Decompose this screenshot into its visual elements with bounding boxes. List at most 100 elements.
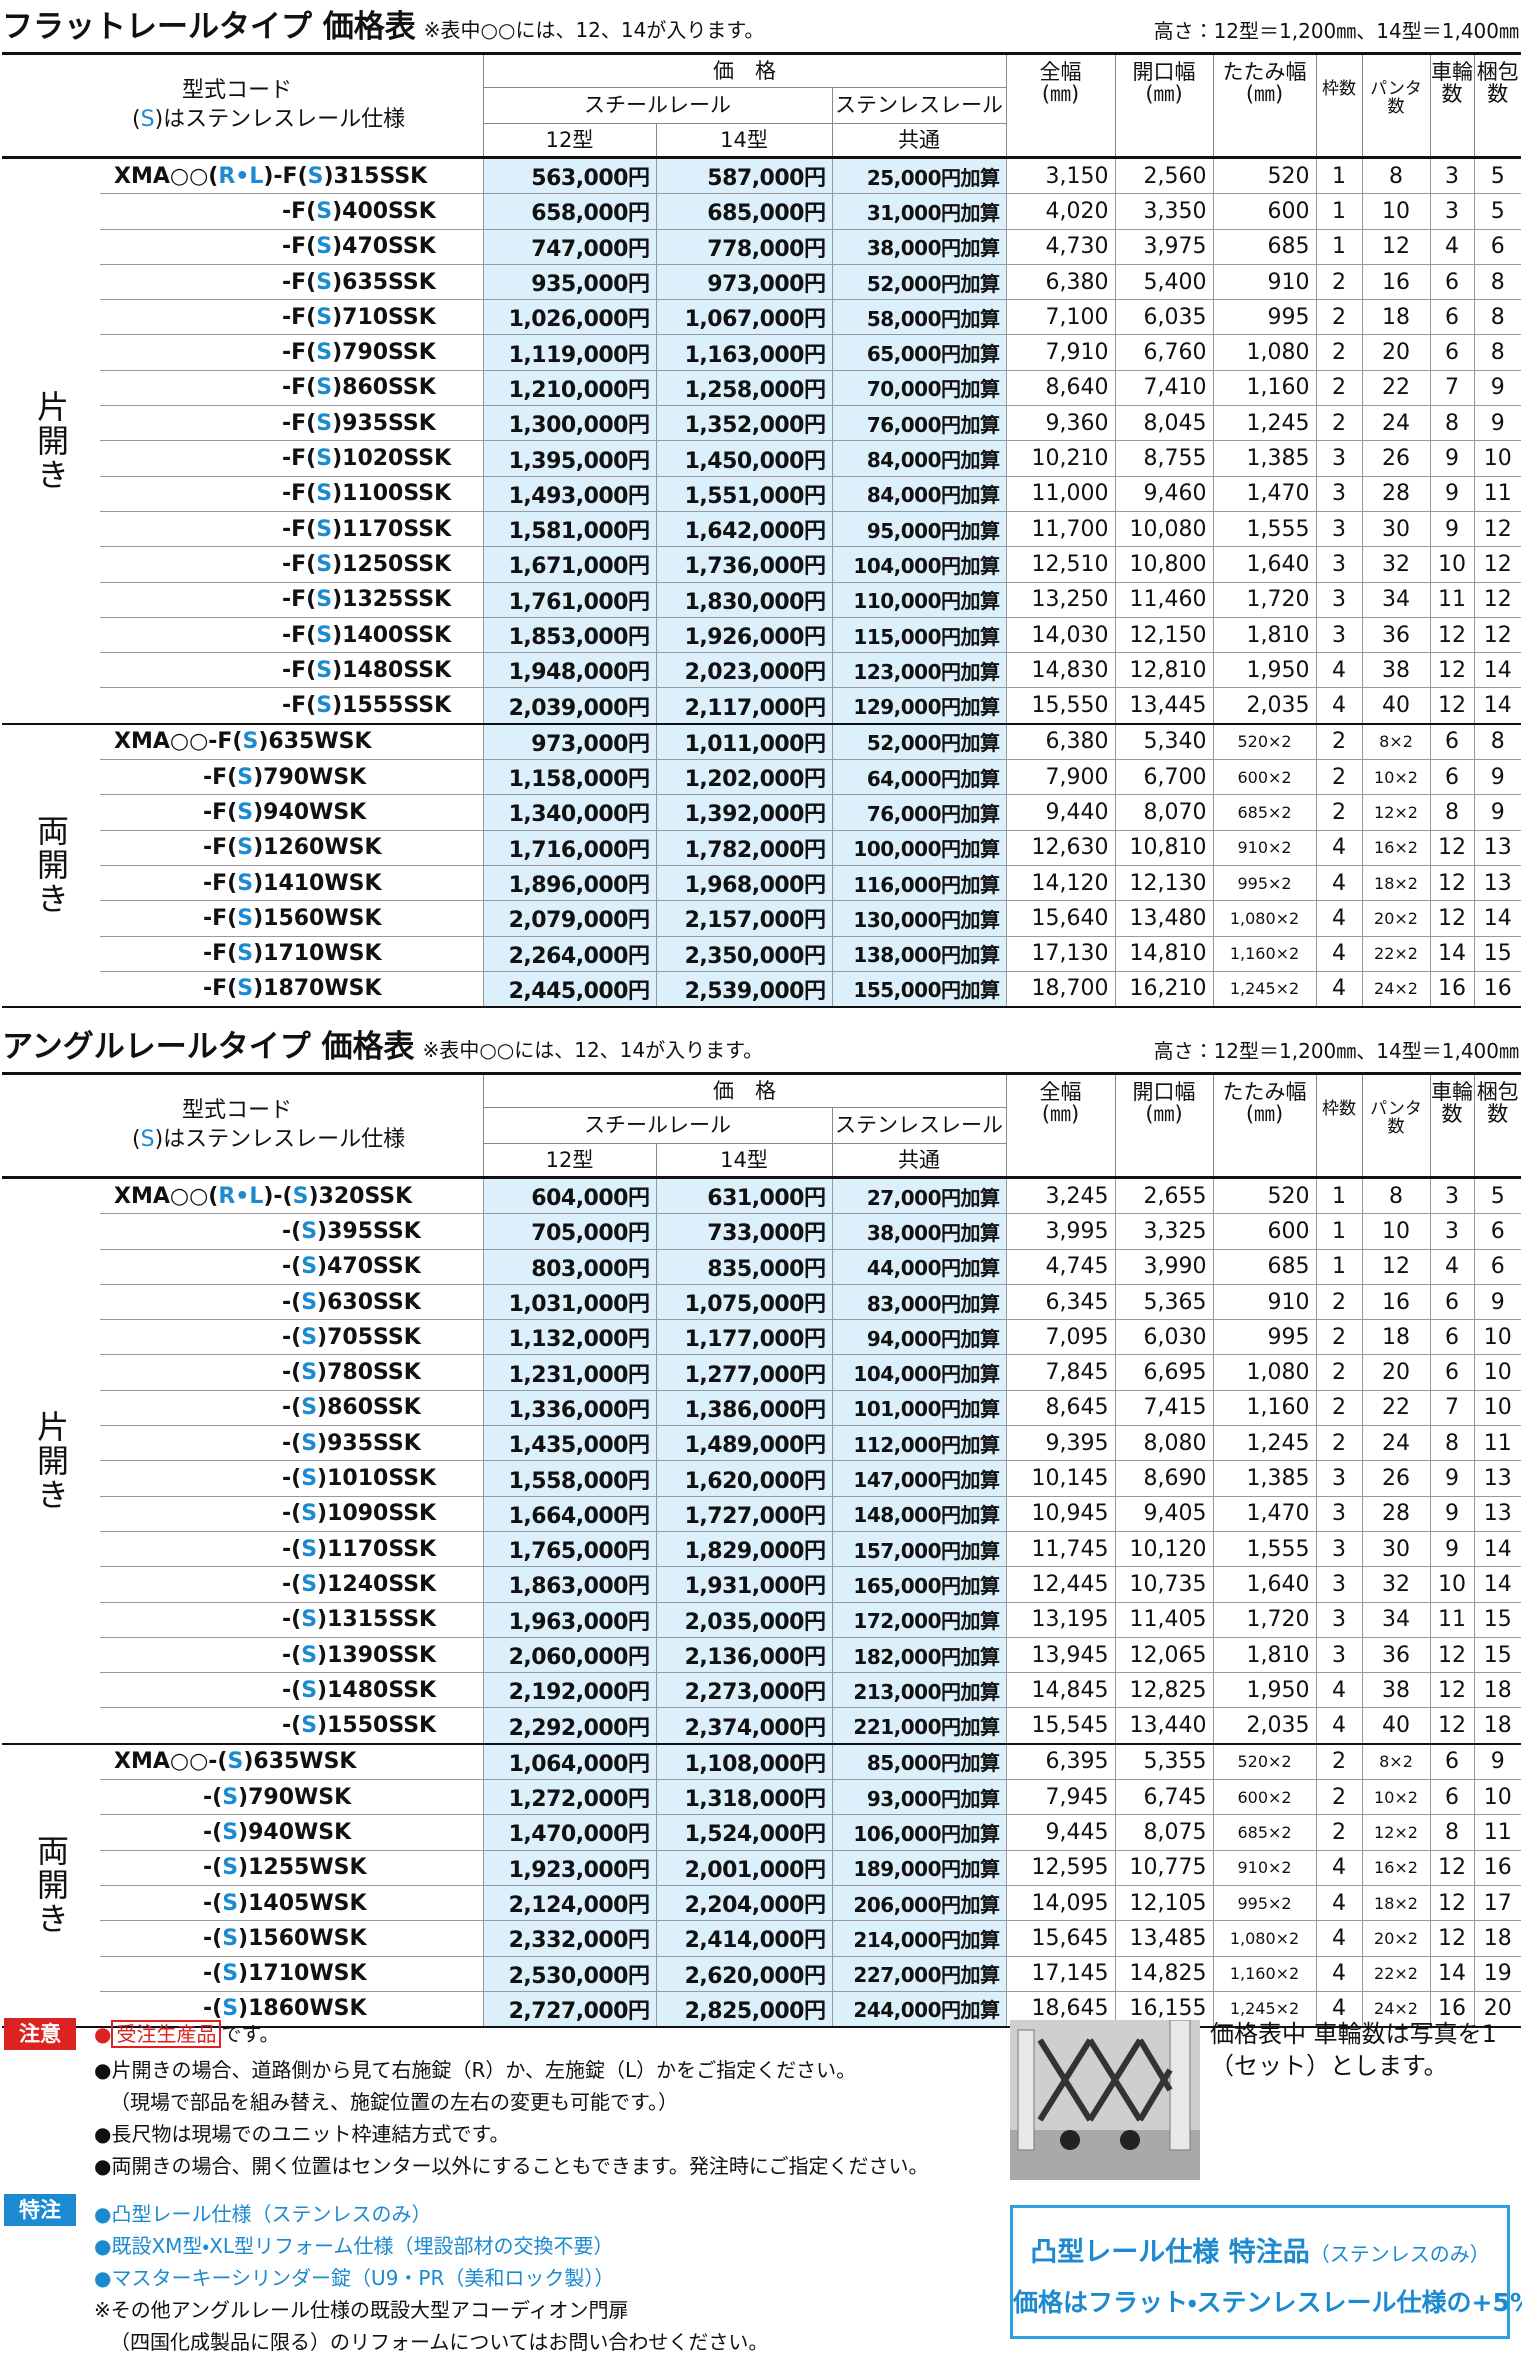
- price: 25,000円加算: [831, 157, 1007, 195]
- price: 2,825,000円: [655, 1991, 832, 2029]
- spec: 38: [1361, 652, 1431, 689]
- spec: 20×2: [1361, 1920, 1431, 1957]
- spec: 1: [1315, 193, 1363, 230]
- spec: 995: [1212, 299, 1317, 336]
- header-line: 全幅: [1039, 1080, 1082, 1104]
- bullet: ●: [94, 2022, 112, 2046]
- price: 2,035,000円: [655, 1602, 832, 1638]
- spec: 9,440: [1005, 794, 1116, 831]
- spec: 12: [1429, 1707, 1475, 1745]
- spec: 910×2: [1212, 1850, 1317, 1886]
- spec: 26: [1361, 1460, 1431, 1497]
- price: 1,450,000円: [655, 440, 832, 477]
- spec: 10: [1361, 193, 1431, 230]
- spec: 40: [1361, 687, 1431, 725]
- price: 1,067,000円: [655, 299, 832, 336]
- spec: 18,700: [1005, 971, 1116, 1009]
- spec: 8: [1361, 1177, 1431, 1215]
- row: -(S)1090SSK 1,664,000円 1,727,000円 148,000円加…: [2, 1496, 1522, 1532]
- spec: 600×2: [1212, 759, 1317, 796]
- s-mark: S: [237, 835, 254, 861]
- price: 1,210,000円: [482, 370, 656, 407]
- row: -F(S)1870WSK 2,445,000円 2,539,000円 155,000円…: [2, 971, 1522, 1009]
- spec: 2: [1315, 1743, 1363, 1781]
- group-label: 両開き: [2, 723, 100, 1009]
- spec: 1,160: [1212, 1390, 1317, 1427]
- price: 2,374,000円: [655, 1707, 832, 1745]
- spec: 12,630: [1005, 830, 1116, 866]
- price: 110,000円加算: [831, 582, 1007, 618]
- price: 1,968,000円: [655, 865, 832, 902]
- spec: 13: [1473, 865, 1522, 902]
- s-mark: S: [301, 1713, 318, 1739]
- price: 1,318,000円: [655, 1779, 832, 1816]
- spec: 8,080: [1114, 1425, 1214, 1462]
- price: 1,926,000円: [655, 617, 832, 654]
- spec: 10: [1473, 1779, 1522, 1816]
- spec: 4,745: [1005, 1249, 1116, 1285]
- price: 2,445,000円: [482, 971, 656, 1009]
- price: 165,000円加算: [831, 1566, 1007, 1603]
- spec: 2: [1315, 1814, 1363, 1851]
- spec: 9: [1473, 759, 1522, 796]
- model-code: -(S)1090SSK: [100, 1496, 483, 1532]
- spec: 11,000: [1005, 476, 1116, 512]
- price: 1,231,000円: [482, 1354, 656, 1391]
- price: 1,277,000円: [655, 1354, 832, 1391]
- price: 1,558,000円: [482, 1460, 656, 1497]
- spec: 8×2: [1361, 1743, 1431, 1781]
- price: 147,000円加算: [831, 1460, 1007, 1497]
- price: 138,000円加算: [831, 936, 1007, 972]
- spec: 600×2: [1212, 1779, 1317, 1816]
- price: 106,000円加算: [831, 1814, 1007, 1851]
- header-line: 数: [1441, 1102, 1463, 1127]
- code-note: (S)はステンレスレール仕様: [132, 1126, 406, 1152]
- price: 115,000円加算: [831, 617, 1007, 654]
- header-row: 型式コード (S)はステンレスレール仕様価 格全幅 (㎜) 開口幅 (㎜) たたみ幅 (㎜)…: [2, 52, 1522, 159]
- spec: 14,095: [1005, 1885, 1116, 1922]
- header-row: 12型 14型 共通: [2, 123, 1521, 159]
- price: 38,000円加算: [831, 1213, 1007, 1250]
- price: 123,000円加算: [831, 652, 1007, 689]
- s-mark: S: [316, 693, 333, 719]
- spec: 11,460: [1114, 582, 1214, 618]
- s-mark: S: [301, 1536, 318, 1562]
- spec: 12: [1429, 830, 1475, 866]
- row: -(S)395SSK 705,000円 733,000円 38,000円加算 3,995…: [2, 1213, 1522, 1250]
- spec: 15: [1473, 1602, 1522, 1638]
- code-title: 型式コード: [182, 1097, 293, 1123]
- column-header: 車輪数: [1429, 52, 1475, 159]
- spec: 1,080: [1212, 334, 1317, 371]
- spec: 1: [1315, 1177, 1363, 1215]
- spec: 12,150: [1114, 617, 1214, 654]
- s-mark: S: [301, 1501, 318, 1527]
- row: -F(S)1250SSK 1,671,000円 1,736,000円 104,000円…: [2, 546, 1522, 583]
- table-body: 片開き XMA○○(R•L)-(S)320SSK 604,000円 631,000円 2…: [2, 1177, 1522, 2029]
- price: 1,931,000円: [655, 1566, 832, 1603]
- model-code: -(S)1255WSK: [100, 1850, 483, 1886]
- gate-photo: [1010, 2020, 1200, 2180]
- spec: 14: [1473, 1531, 1522, 1568]
- spec: 18×2: [1361, 1885, 1431, 1922]
- code-note: (S)はステンレスレール仕様: [132, 106, 406, 132]
- header-line: (㎜): [1041, 82, 1080, 107]
- price: 130,000円加算: [831, 900, 1007, 937]
- row: -(S)940WSK 1,470,000円 1,524,000円 106,000円加算…: [2, 1814, 1522, 1851]
- column-header: パンタ数: [1361, 52, 1431, 159]
- spec: 2: [1315, 370, 1363, 407]
- spec: 13: [1473, 830, 1522, 866]
- header-line: (㎜): [1245, 1102, 1284, 1127]
- price: 52,000円加算: [831, 723, 1007, 761]
- spec: 995: [1212, 1319, 1317, 1356]
- model-code: -(S)1405WSK: [100, 1885, 483, 1922]
- spec: 32: [1361, 546, 1431, 583]
- row: -(S)790WSK 1,272,000円 1,318,000円 93,000円加算 7…: [2, 1779, 1522, 1816]
- spec: 6: [1429, 723, 1475, 761]
- spec: 1,080×2: [1212, 1920, 1317, 1957]
- note-line: ●片開きの場合、道路側から見て右施錠（R）か、左施錠（L）かをご指定ください。: [94, 2058, 857, 2082]
- spec: 3,975: [1114, 229, 1214, 265]
- header-line: 全幅: [1039, 60, 1082, 84]
- s-mark: S: [316, 198, 333, 224]
- spec: 1,245: [1212, 1425, 1317, 1462]
- spec: 1,555: [1212, 511, 1317, 548]
